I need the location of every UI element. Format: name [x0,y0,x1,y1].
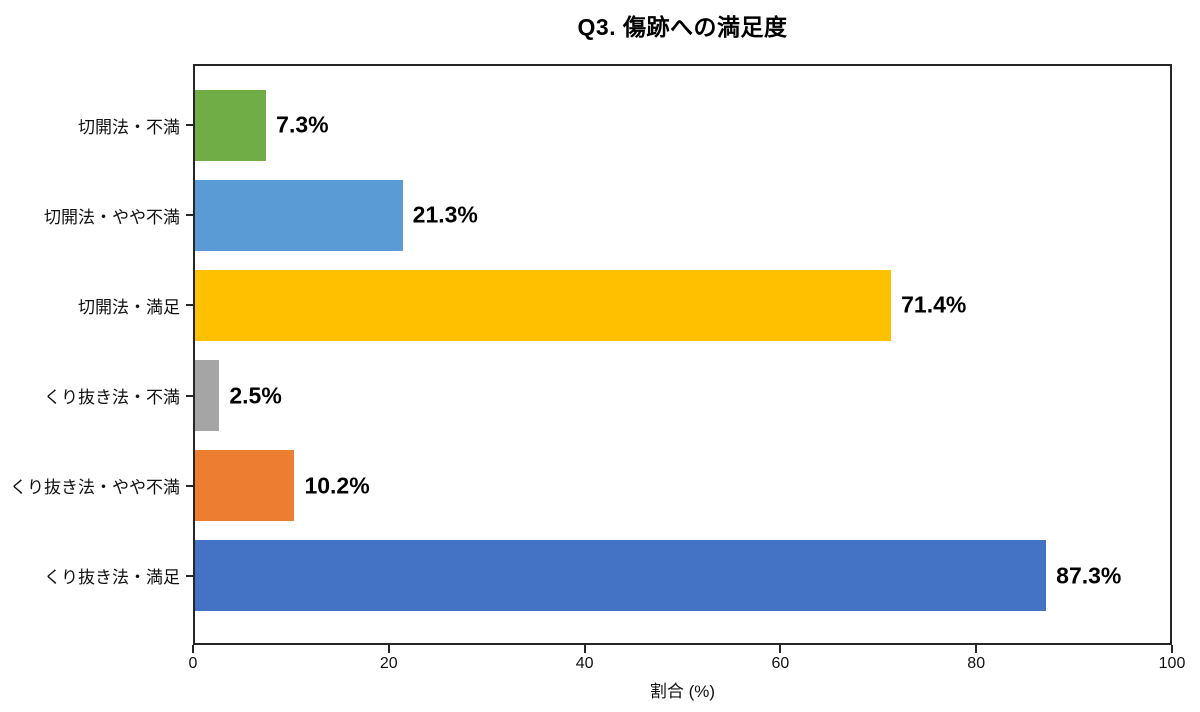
y-tick [186,484,193,487]
bar-value-label: 87.3% [1056,562,1122,589]
y-tick [186,574,193,577]
x-tick [779,645,782,653]
bar-value-label: 71.4% [901,291,967,318]
bar-6 [195,540,1047,612]
x-tick-label: 100 [1158,655,1186,672]
x-ticks [192,645,1173,653]
category-label: 切開法・やや不満 [44,207,180,227]
y-tick [186,304,193,307]
bar-value-label: 10.2% [304,472,370,499]
x-tick-label: 20 [379,655,398,672]
bar-row: 71.4% [195,269,1170,341]
y-tick [186,394,193,397]
category-label: 切開法・満足 [78,297,180,317]
y-label-row: くり抜き法・満足 [0,540,193,611]
plot-area: 7.3% 21.3% 71.4% 2.5% 10.2% 87.3% [193,64,1172,645]
bar-value-label: 7.3% [276,111,329,138]
bar-row: 2.5% [195,360,1170,432]
bar-row: 7.3% [195,89,1170,161]
bar-row: 10.2% [195,450,1170,522]
y-tick [186,214,193,217]
category-label: くり抜き法・不満 [44,388,180,408]
x-tick [387,645,390,653]
x-tick [583,645,586,653]
bar-value-label: 2.5% [229,382,282,409]
category-label: 切開法・不満 [78,117,180,137]
x-tick [1171,645,1173,653]
x-tick [192,645,194,653]
x-tick-label: 0 [188,655,198,672]
y-label-row: くり抜き法・不満 [0,360,193,431]
x-tick [975,645,978,653]
x-tick-label: 60 [771,655,790,672]
category-label: くり抜き法・満足 [44,568,180,588]
y-axis-labels: 切開法・不満切開法・やや不満切開法・満足くり抜き法・不満くり抜き法・やや不満くり… [0,64,193,645]
bar-4 [195,360,220,432]
bar-3 [195,269,892,341]
chart-title: Q3. 傷跡への満足度 [577,14,788,40]
bar-5 [195,450,295,522]
bar-row: 21.3% [195,179,1170,251]
bar-value-label: 21.3% [412,201,478,228]
y-label-row: 切開法・不満 [0,90,193,161]
category-label: くり抜き法・やや不満 [10,478,180,498]
bar-2 [195,179,403,251]
y-label-row: くり抜き法・やや不満 [0,450,193,521]
x-tick-label: 40 [575,655,594,672]
y-tick [186,124,193,127]
x-tick-label: 80 [967,655,986,672]
x-tick-labels: 0 20 40 60 80 100 [189,655,1186,675]
bar-row: 87.3% [195,540,1170,612]
y-label-row: 切開法・やや不満 [0,180,193,251]
x-axis-label: 割合 (%) [649,682,716,701]
bar-1 [195,89,267,161]
y-label-row: 切開法・満足 [0,270,193,341]
